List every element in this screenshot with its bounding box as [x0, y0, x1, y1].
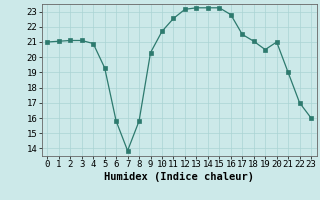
X-axis label: Humidex (Indice chaleur): Humidex (Indice chaleur) — [104, 172, 254, 182]
